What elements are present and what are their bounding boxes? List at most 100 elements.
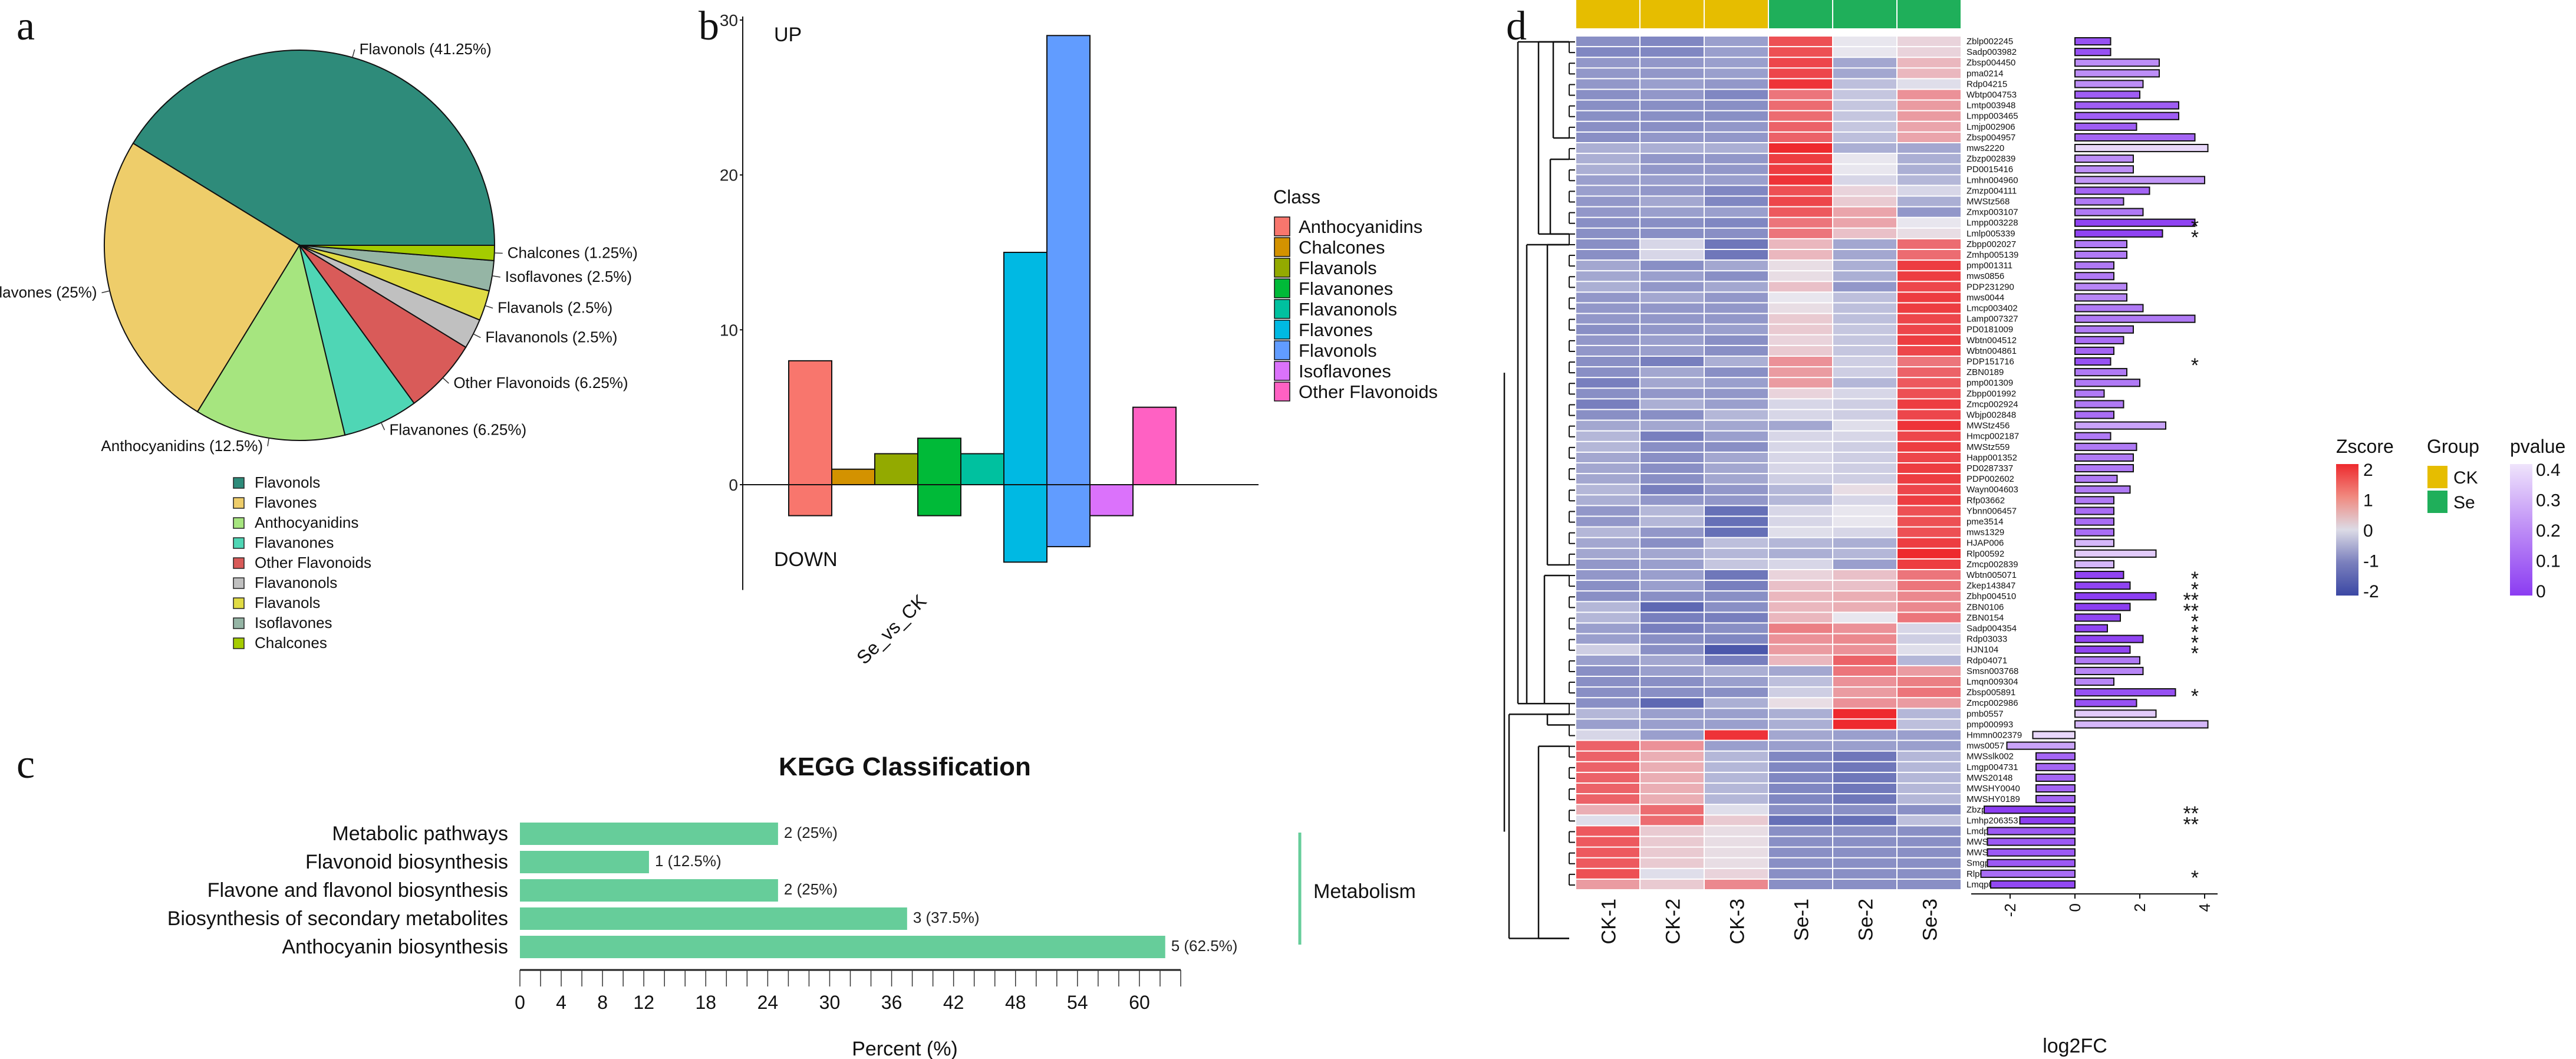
row-label: Ybnn006457 (1966, 506, 2017, 516)
heatmap-cell (1576, 794, 1639, 804)
log2fc-bar (2074, 475, 2118, 484)
heatmap-cell (1898, 314, 1961, 324)
heatmap-cell (1769, 474, 1832, 484)
kegg-bar-chart: KEGG Classification Metabolic pathways 2 (… (167, 752, 1416, 1059)
heatmap-cell (1769, 548, 1832, 558)
row-label: pma0214 (1966, 68, 2004, 78)
heatmap-cell (1769, 506, 1832, 516)
heatmap-cell (1641, 90, 1704, 100)
kegg-bar (520, 851, 649, 873)
row-label: Lmtp003948 (1966, 101, 2015, 111)
zscore-tick-label: 2 (2363, 461, 2373, 480)
pie-slice-0 (132, 50, 496, 246)
heatmap-cell (1705, 463, 1768, 473)
heatmap-cell (1641, 463, 1704, 473)
log2fc-bar (2074, 251, 2127, 259)
heatmap-cell (1898, 420, 1961, 430)
heatmap-cell (1833, 858, 1896, 868)
heatmap-cell (1576, 495, 1639, 505)
legend-label: Chalcones (1299, 237, 1385, 258)
heatmap-cell (1705, 314, 1768, 324)
heatmap-cell (1705, 772, 1768, 782)
column-label: CK-1 (1598, 899, 1620, 944)
heatmap-cell (1833, 751, 1896, 761)
log2fc-bar (2074, 634, 2144, 643)
heatmap-cell (1641, 68, 1704, 78)
heatmap-cell (1833, 389, 1896, 399)
heatmap-cell (1705, 698, 1768, 708)
log2fc-tick-label: 4 (2196, 903, 2213, 912)
row-label: MWSHY0189 (1966, 794, 2020, 804)
pie-legend-swatch (233, 477, 245, 489)
row-label: Hmcp002187 (1966, 432, 2019, 442)
heatmap-cell (1769, 90, 1832, 100)
heatmap-cell (1769, 826, 1832, 836)
heatmap-cell (1641, 335, 1704, 345)
significance-marker: * (2191, 354, 2199, 377)
heatmap-cell (1769, 452, 1832, 462)
log2fc-bar (2074, 37, 2111, 46)
heatmap-cell (1898, 719, 1961, 729)
heatmap-cell (1833, 452, 1896, 462)
pie-legend-swatch (233, 557, 245, 569)
legend-swatch (1274, 340, 1290, 360)
heatmap-cell (1705, 154, 1768, 164)
row-label: Rfp03662 (1966, 495, 2005, 505)
log2fc-bar (2074, 603, 2131, 611)
heatmap-cell (1833, 644, 1896, 655)
heatmap-cell (1833, 784, 1896, 794)
log2fc-bar (2074, 90, 2140, 99)
heatmap-cell (1705, 218, 1768, 228)
heatmap-cell (1641, 730, 1704, 740)
pie-legend-label: Chalcones (255, 634, 327, 652)
heatmap-cell (1705, 303, 1768, 313)
log2fc-bar (2074, 592, 2157, 601)
heatmap-cell (1641, 452, 1704, 462)
log2fc-bar (2074, 421, 2166, 430)
heatmap-cell (1576, 837, 1639, 847)
heatmap-cell (1705, 442, 1768, 452)
heatmap-cell (1641, 762, 1704, 772)
pie-label-leader (494, 252, 503, 254)
heatmap-cell (1641, 292, 1704, 302)
row-label: Lmpp003228 (1966, 218, 2018, 228)
column-label: CK-3 (1727, 899, 1749, 944)
log2fc-bar (2074, 517, 2114, 526)
log2fc-bar (2074, 581, 2131, 590)
heatmap-cell (1898, 303, 1961, 313)
significance-marker: * (2191, 568, 2199, 590)
heatmap-cell (1576, 378, 1639, 388)
log2fc-bar (2019, 816, 2076, 825)
heatmap-cell (1705, 666, 1768, 676)
legend-swatch (1274, 361, 1290, 381)
log2fc-bar (2074, 528, 2114, 537)
kegg-value-label: 3 (37.5%) (913, 909, 980, 926)
log2fc-bar (2074, 48, 2111, 57)
row-label: MWStz568 (1966, 197, 2010, 207)
legend-label: Flavones (1299, 320, 1373, 340)
log2fc-bar (1984, 805, 2076, 814)
heatmap-cell (1641, 869, 1704, 879)
pie-slice-label: Anthocyanidins (12.5%) (101, 437, 263, 455)
log2fc-bar (2074, 410, 2114, 419)
row-label: Rdp04071 (1966, 656, 2007, 666)
heatmap-cell (1769, 68, 1832, 78)
heatmap-cell (1833, 517, 1896, 527)
heatmap-cell (1641, 367, 1704, 377)
heatmap-cell (1705, 741, 1768, 751)
heatmap-cell (1833, 228, 1896, 238)
log2fc-bar (2074, 613, 2121, 622)
pie-legend-swatch (233, 597, 245, 609)
log2fc-bar (2035, 784, 2076, 793)
heatmap-cell (1833, 527, 1896, 537)
heatmap-cell (1576, 271, 1639, 281)
heatmap-cell (1705, 762, 1768, 772)
group-legend-label: CK (2453, 468, 2478, 488)
log2fc-bar (2006, 741, 2076, 750)
heatmap-cell (1705, 37, 1768, 47)
heatmap-cell (1833, 378, 1896, 388)
heatmap-cell (1641, 218, 1704, 228)
kegg-bar (520, 936, 1165, 958)
heatmap-cell (1898, 485, 1961, 495)
heatmap-cell (1705, 559, 1768, 569)
